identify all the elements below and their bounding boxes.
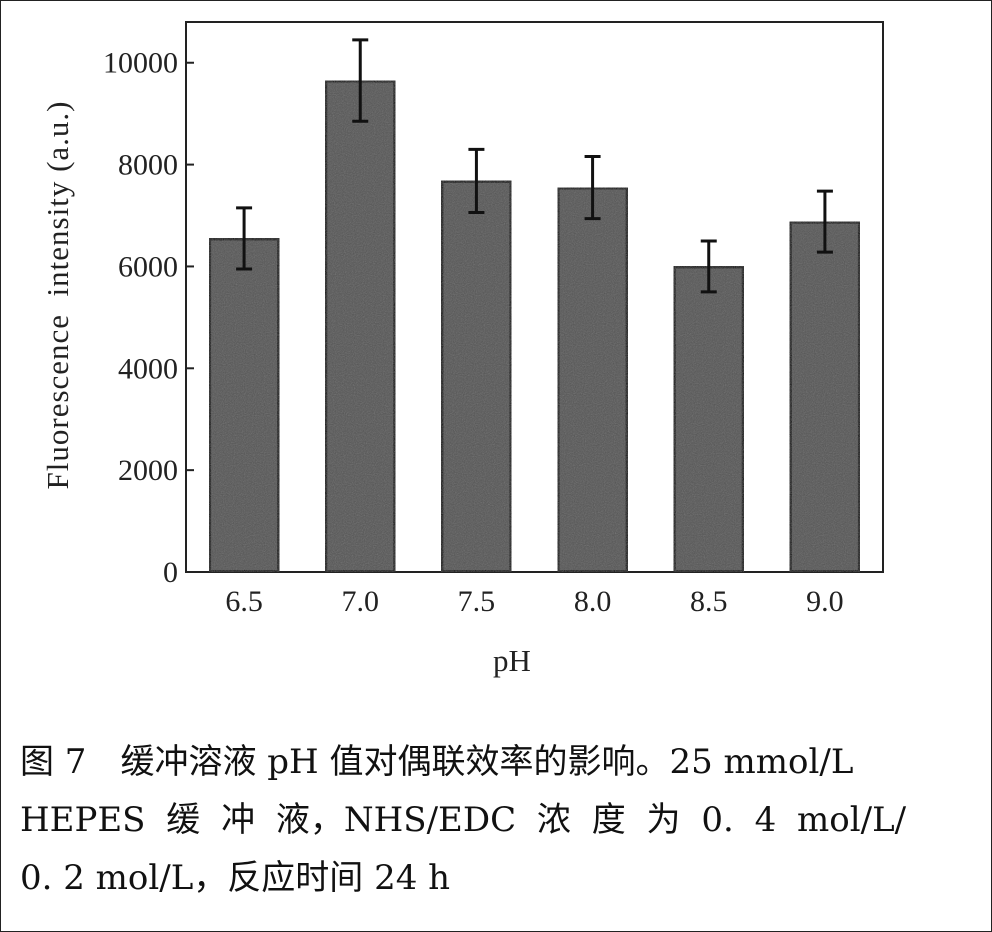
x-tick-label: 6.5 (225, 585, 263, 618)
x-tick-label: 7.5 (458, 585, 496, 618)
bars-group (207, 78, 862, 575)
bar-chart: 0 2000 4000 6000 8000 10000 6.5 7.0 7.5 8.0 8.5 9.… (40, 21, 884, 678)
x-axis: 6.5 7.0 7.5 8.0 8.5 9.0 (225, 585, 843, 618)
bar (555, 185, 630, 575)
bar (439, 178, 514, 574)
y-tick-label: 0 (163, 556, 178, 589)
caption-line-1: 图 7 缓冲溶液 pH 值对偶联效率的影响。25 mmol/L (20, 742, 854, 782)
x-tick-label: 8.0 (574, 585, 612, 618)
figure-caption: 图 7 缓冲溶液 pH 值对偶联效率的影响。25 mmol/L HEPES 缓 … (20, 733, 970, 907)
y-tick-label: 4000 (118, 352, 178, 385)
x-tick-label: 8.5 (690, 585, 728, 618)
plot-area (185, 21, 884, 573)
y-tick-label: 2000 (118, 454, 178, 487)
caption-line-2: HEPES 缓 冲 液，NHS/EDC 浓 度 为 0. 4 mol/L/ (20, 800, 907, 840)
y-axis-title: Fluorescence intensity (a.u.) (40, 101, 75, 490)
bar (207, 236, 282, 574)
bar (671, 264, 746, 574)
y-tick-label: 6000 (118, 250, 178, 283)
y-tick-label: 10000 (103, 47, 178, 80)
y-axis: 0 2000 4000 6000 8000 10000 (103, 47, 194, 589)
bar (323, 78, 398, 574)
x-tick-label: 7.0 (342, 585, 380, 618)
bar (787, 219, 862, 574)
y-tick-label: 8000 (118, 149, 178, 182)
caption-line-3: 0. 2 mol/L，反应时间 24 h (20, 858, 451, 898)
x-tick-label: 9.0 (806, 585, 844, 618)
x-axis-title: pH (493, 643, 531, 678)
error-bars-group (236, 38, 833, 294)
